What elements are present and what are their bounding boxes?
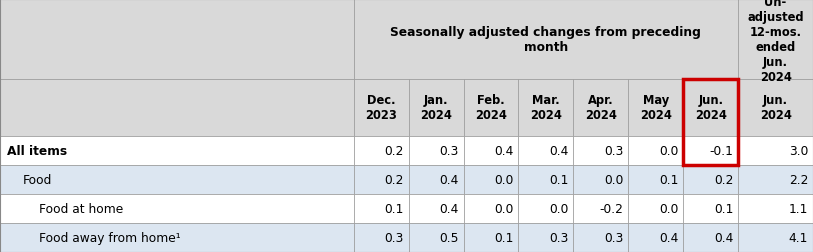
Bar xyxy=(0,165,354,194)
Text: 0.0: 0.0 xyxy=(549,202,568,215)
Bar xyxy=(409,79,463,136)
Bar xyxy=(738,136,813,165)
Text: 0.0: 0.0 xyxy=(494,202,514,215)
Bar xyxy=(628,136,683,165)
Text: 0.2: 0.2 xyxy=(385,173,404,186)
Text: 4.1: 4.1 xyxy=(789,231,808,244)
Text: Seasonally adjusted changes from preceding
month: Seasonally adjusted changes from precedi… xyxy=(390,26,702,54)
Bar xyxy=(573,165,628,194)
Text: 0.4: 0.4 xyxy=(439,173,459,186)
Text: Mar.
2024: Mar. 2024 xyxy=(530,94,562,122)
Text: 0.1: 0.1 xyxy=(714,202,733,215)
Bar xyxy=(463,223,519,252)
Bar xyxy=(573,79,628,136)
Bar xyxy=(628,79,683,136)
Text: 0.3: 0.3 xyxy=(604,231,624,244)
Bar xyxy=(519,194,573,223)
Bar xyxy=(0,0,354,79)
Bar xyxy=(354,165,409,194)
Bar xyxy=(409,165,463,194)
Text: 0.4: 0.4 xyxy=(714,231,733,244)
Text: 0.2: 0.2 xyxy=(714,173,733,186)
Bar xyxy=(0,79,354,136)
Bar xyxy=(463,194,519,223)
Bar xyxy=(463,165,519,194)
Text: 1.1: 1.1 xyxy=(789,202,808,215)
Text: 0.0: 0.0 xyxy=(659,202,678,215)
Bar xyxy=(738,0,813,79)
Text: 0.3: 0.3 xyxy=(385,231,404,244)
Bar xyxy=(738,223,813,252)
Text: 0.1: 0.1 xyxy=(659,173,678,186)
Bar xyxy=(463,79,519,136)
Text: 0.0: 0.0 xyxy=(604,173,624,186)
Bar xyxy=(738,194,813,223)
Text: 0.3: 0.3 xyxy=(604,144,624,157)
Text: 0.3: 0.3 xyxy=(549,231,568,244)
Bar xyxy=(683,136,738,165)
Text: -0.1: -0.1 xyxy=(710,144,733,157)
Text: Food away from home¹: Food away from home¹ xyxy=(39,231,180,244)
Text: 0.5: 0.5 xyxy=(439,231,459,244)
Text: 0.1: 0.1 xyxy=(549,173,568,186)
Text: 0.1: 0.1 xyxy=(385,202,404,215)
Bar xyxy=(683,165,738,194)
Bar xyxy=(573,194,628,223)
Text: 0.4: 0.4 xyxy=(659,231,678,244)
Text: Food at home: Food at home xyxy=(39,202,124,215)
Bar xyxy=(0,136,354,165)
Bar xyxy=(519,165,573,194)
Bar xyxy=(409,194,463,223)
Bar xyxy=(519,136,573,165)
Text: 2.2: 2.2 xyxy=(789,173,808,186)
Bar xyxy=(0,223,354,252)
Bar xyxy=(683,223,738,252)
Bar xyxy=(573,223,628,252)
Text: Jan.
2024: Jan. 2024 xyxy=(420,94,452,122)
Text: 0.0: 0.0 xyxy=(494,173,514,186)
Text: 0.0: 0.0 xyxy=(659,144,678,157)
Bar xyxy=(409,223,463,252)
Text: All items: All items xyxy=(7,144,67,157)
Bar xyxy=(738,165,813,194)
Bar xyxy=(683,79,738,165)
Text: 0.1: 0.1 xyxy=(494,231,514,244)
Text: 3.0: 3.0 xyxy=(789,144,808,157)
Text: Apr.
2024: Apr. 2024 xyxy=(585,94,617,122)
Bar xyxy=(683,194,738,223)
Bar xyxy=(628,165,683,194)
Bar xyxy=(628,223,683,252)
Text: Food: Food xyxy=(23,173,52,186)
Text: Un-
adjusted
12-mos.
ended
Jun.
2024: Un- adjusted 12-mos. ended Jun. 2024 xyxy=(747,0,804,83)
Text: 0.4: 0.4 xyxy=(439,202,459,215)
Text: 0.3: 0.3 xyxy=(439,144,459,157)
Bar xyxy=(573,136,628,165)
Bar xyxy=(519,79,573,136)
Text: -0.2: -0.2 xyxy=(599,202,624,215)
Text: Dec.
2023: Dec. 2023 xyxy=(365,94,397,122)
Bar xyxy=(628,194,683,223)
Text: 0.4: 0.4 xyxy=(494,144,514,157)
Text: May
2024: May 2024 xyxy=(640,94,672,122)
Bar xyxy=(354,136,409,165)
Bar xyxy=(354,223,409,252)
Bar xyxy=(354,0,738,79)
Text: 0.4: 0.4 xyxy=(549,144,568,157)
Text: 0.2: 0.2 xyxy=(385,144,404,157)
Text: Jun.
2024: Jun. 2024 xyxy=(759,94,792,122)
Bar xyxy=(354,194,409,223)
Text: Feb.
2024: Feb. 2024 xyxy=(475,94,507,122)
Bar xyxy=(683,79,738,136)
Text: Jun.
2024: Jun. 2024 xyxy=(695,94,727,122)
Bar xyxy=(738,79,813,136)
Bar xyxy=(463,136,519,165)
Bar xyxy=(354,79,409,136)
Bar xyxy=(0,194,354,223)
Bar xyxy=(519,223,573,252)
Bar xyxy=(409,136,463,165)
